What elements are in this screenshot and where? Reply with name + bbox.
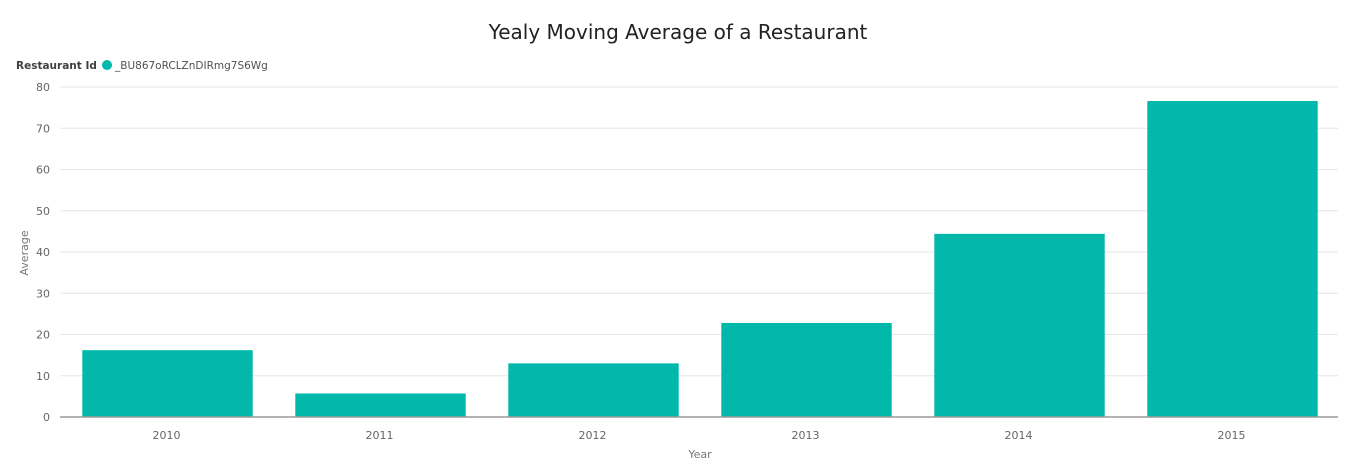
legend-title: Restaurant Id (16, 60, 97, 72)
bar-2015[interactable] (1147, 101, 1318, 418)
bar-2013[interactable] (721, 322, 892, 417)
y-tick-label: 20 (36, 329, 50, 342)
y-tick-label: 80 (36, 81, 50, 94)
y-tick-label: 70 (36, 122, 50, 135)
bar-2012[interactable] (508, 363, 679, 417)
x-tick-label: 2015 (1218, 429, 1246, 442)
x-tick-label: 2014 (1005, 429, 1033, 442)
y-axis-label: Average (18, 230, 31, 275)
y-axis-ticks: 0 10 20 30 40 50 60 70 80 (36, 81, 50, 424)
bar-2010[interactable] (82, 350, 253, 417)
y-tick-label: 40 (36, 246, 50, 259)
legend-marker (102, 60, 112, 70)
y-tick-label: 10 (36, 370, 50, 383)
y-tick-label: 60 (36, 164, 50, 177)
bars (82, 101, 1318, 418)
gridlines (60, 86, 1338, 377)
y-tick-label: 0 (43, 411, 50, 424)
x-tick-label: 2011 (366, 429, 394, 442)
x-axis-label: Year (687, 448, 712, 460)
chart-title: Yealy Moving Average of a Restaurant (488, 20, 868, 44)
legend-label: _BU867oRCLZnDIRmg7S6Wg (114, 60, 268, 72)
bar-2014[interactable] (934, 233, 1105, 417)
x-tick-label: 2010 (153, 429, 181, 442)
x-tick-label: 2012 (579, 429, 607, 442)
bar-2011[interactable] (295, 393, 466, 417)
y-tick-label: 30 (36, 287, 50, 300)
legend: Restaurant Id _BU867oRCLZnDIRmg7S6Wg (16, 60, 268, 72)
x-tick-label: 2013 (792, 429, 820, 442)
y-tick-label: 50 (36, 205, 50, 218)
x-axis-ticks: 2010 2011 2012 2013 2014 2015 (153, 429, 1246, 442)
